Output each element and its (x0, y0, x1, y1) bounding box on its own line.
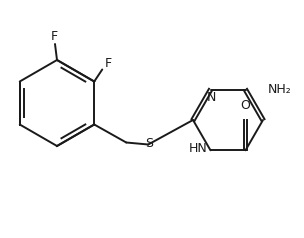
Text: F: F (50, 30, 57, 43)
Text: NH₂: NH₂ (268, 83, 291, 96)
Text: O: O (240, 99, 250, 112)
Text: HN: HN (189, 142, 208, 155)
Text: S: S (145, 137, 153, 150)
Text: F: F (105, 57, 112, 70)
Text: N: N (207, 91, 216, 104)
